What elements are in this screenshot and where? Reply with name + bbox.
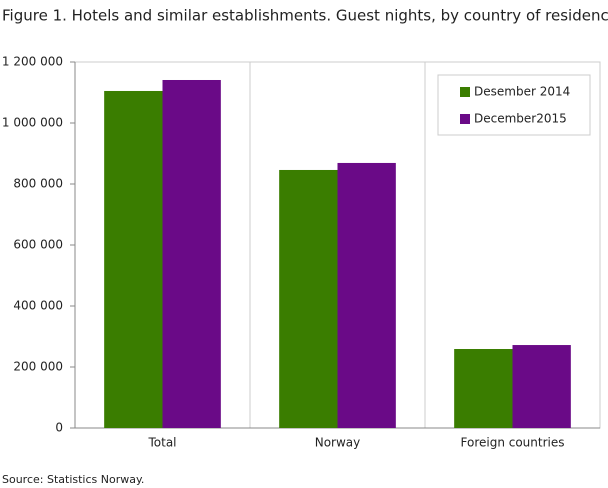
legend-box — [437, 74, 591, 136]
y-tick-label: 800 000 — [13, 177, 63, 191]
bar — [104, 90, 163, 428]
y-tick-label: 1 000 000 — [2, 116, 63, 130]
legend-label: Desember 2014 — [474, 85, 570, 99]
y-tick-label: 600 000 — [13, 238, 63, 252]
source: Source: Statistics Norway. — [2, 473, 144, 486]
bar — [454, 349, 513, 428]
y-tick-label: 1 200 000 — [2, 55, 63, 69]
x-tick-label: Total — [147, 436, 176, 450]
bar — [512, 345, 571, 428]
bar — [279, 169, 338, 428]
legend-swatch — [460, 114, 470, 124]
bar — [337, 162, 396, 428]
y-tick-label: 400 000 — [13, 299, 63, 313]
legend-swatch — [460, 87, 470, 97]
y-tick-label: 200 000 — [13, 360, 63, 374]
x-tick-label: Norway — [315, 436, 361, 450]
legend-label: December2015 — [474, 112, 567, 126]
bar — [162, 79, 221, 429]
x-tick-label: Foreign countries — [461, 436, 565, 450]
chart-title: Figure 1. Hotels and similar establishme… — [2, 7, 608, 25]
y-tick-label: 0 — [55, 421, 63, 435]
